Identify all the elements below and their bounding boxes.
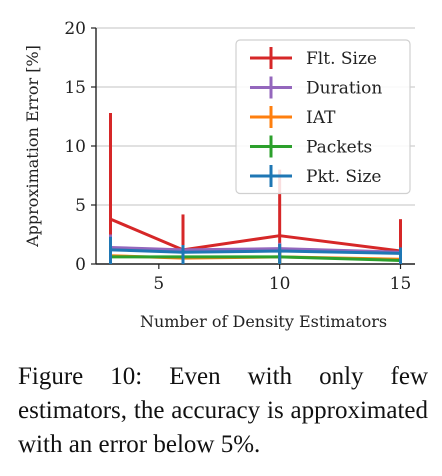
series-pkt-size <box>109 236 402 264</box>
data-point <box>109 217 112 221</box>
legend-box <box>235 39 411 195</box>
legend-item: Flt. Size <box>250 47 377 69</box>
y-tick-label: 5 <box>75 196 86 216</box>
tick-labels: 0 5 10 15 20 5 10 15 <box>64 19 411 294</box>
chart: 0 5 10 15 20 5 10 15 Number of Density Estimato… <box>23 19 415 331</box>
data-point <box>109 248 112 252</box>
y-axis-label: Approximation Error [%] <box>23 45 42 248</box>
series-line <box>110 245 401 254</box>
series-line <box>110 248 401 255</box>
legend-item: IAT <box>250 106 336 128</box>
figure-caption: Figure 10: Even with only few estimators… <box>18 363 428 458</box>
data-point <box>278 234 282 238</box>
data-point <box>399 251 402 255</box>
x-tick-label: 15 <box>390 274 412 294</box>
y-tick-label: 0 <box>75 255 86 275</box>
legend-label: IAT <box>306 108 336 128</box>
data-point <box>278 249 282 253</box>
y-tick-label: 15 <box>64 78 86 98</box>
legend-label: Duration <box>306 79 382 99</box>
y-tick-label: 20 <box>64 19 86 39</box>
x-axis-label: Number of Density Estimators <box>140 312 387 331</box>
legend-label: Pkt. Size <box>306 167 381 187</box>
series-line <box>110 255 401 262</box>
legend-item: Duration <box>250 76 382 99</box>
series-line <box>109 217 401 253</box>
series-layer <box>109 112 402 264</box>
axes <box>91 27 415 269</box>
data-point <box>181 250 185 254</box>
x-tick-label: 5 <box>153 274 164 294</box>
legend-item: Packets <box>250 135 372 158</box>
y-tick-label: 10 <box>64 137 86 157</box>
legend-label: Flt. Size <box>306 49 377 69</box>
legend: Flt. Size Duration IAT Packets Pkt. Size <box>235 39 411 195</box>
legend-label: Packets <box>306 138 372 158</box>
x-tick-label: 10 <box>269 274 291 294</box>
legend-item: Pkt. Size <box>250 165 381 187</box>
